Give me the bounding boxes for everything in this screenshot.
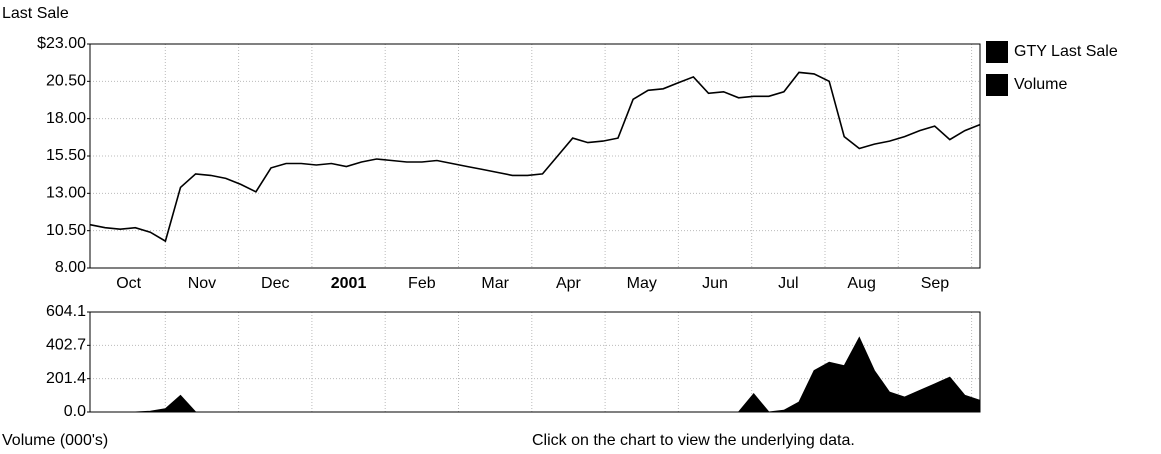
y-tick-label: 18.00 — [46, 110, 86, 127]
y-tick-label: 13.00 — [46, 185, 86, 202]
x-tick-label: Nov — [188, 275, 216, 292]
price-axis-title: Last Sale — [2, 5, 69, 22]
x-tick-label: Feb — [408, 275, 436, 292]
x-tick-label: Mar — [481, 275, 509, 292]
x-tick-label: Aug — [847, 275, 875, 292]
y-tick-label: 10.50 — [46, 222, 86, 239]
y-tick-label: $23.00 — [37, 35, 86, 52]
y-tick-label: 15.50 — [46, 147, 86, 164]
y-tick-label: 0.0 — [64, 403, 86, 420]
y-tick-label: 402.7 — [46, 337, 86, 354]
price-line — [89, 71, 981, 243]
y-tick-label: 201.4 — [46, 370, 86, 387]
legend-label: GTY Last Sale — [1014, 43, 1118, 60]
x-tick-label: Apr — [556, 275, 582, 292]
volume-axis-title: Volume (000's) — [2, 432, 108, 449]
plot-frame — [89, 311, 981, 413]
plot-frame — [89, 43, 981, 269]
y-tick-label: 20.50 — [46, 73, 86, 90]
volume-area — [90, 336, 981, 413]
footnote: Click on the chart to view the underlyin… — [532, 432, 855, 449]
legend-label: Volume — [1014, 76, 1067, 93]
y-tick-label: 8.00 — [55, 259, 86, 276]
y-tick-label: 604.1 — [46, 303, 86, 320]
x-tick-label: Dec — [261, 275, 289, 292]
x-tick-label: Jul — [778, 275, 798, 292]
legend-swatch — [986, 41, 1008, 63]
x-tick-label: 2001 — [331, 275, 367, 292]
x-tick-label: Oct — [116, 275, 141, 292]
x-tick-label: Sep — [921, 275, 950, 292]
x-tick-label: May — [627, 275, 657, 292]
x-tick-label: Jun — [702, 275, 728, 292]
legend-swatch — [986, 74, 1008, 96]
